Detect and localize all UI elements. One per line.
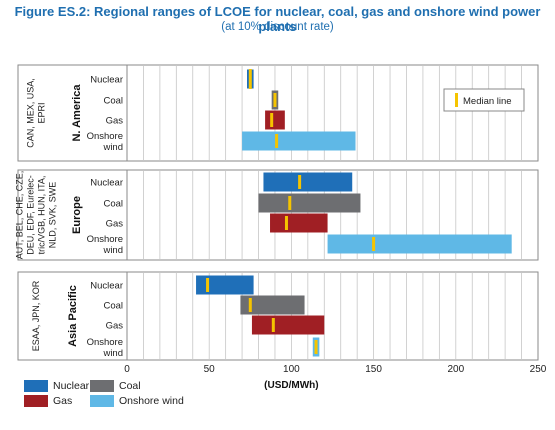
bar-label-onshore-wind: Onshore wind	[87, 131, 123, 153]
country-list-line: ESAA, JPN, KOR	[31, 280, 41, 351]
median-legend-box	[443, 88, 525, 112]
bar-label-line: Gas	[106, 219, 124, 230]
bar-label-line: Onshore	[87, 337, 123, 348]
bar-label-line: wind	[102, 348, 123, 359]
region-label-europe: Europe	[71, 196, 83, 234]
bar-label-gas: Gas	[106, 321, 124, 332]
bar-label-nuclear: Nuclear	[90, 75, 123, 86]
median-marker-n-america-gas	[270, 113, 274, 127]
country-list-line: DEU, EDF, Eurelec-	[26, 175, 36, 255]
median-marker-europe-gas	[284, 216, 288, 230]
bar-label-gas: Gas	[106, 219, 124, 230]
bar-label-line: Nuclear	[90, 75, 123, 86]
bar-label-nuclear: Nuclear	[90, 178, 123, 189]
range-bar-europe-coal	[258, 193, 361, 213]
median-marker-asia-pacific-nuclear	[206, 278, 210, 292]
median-marker-n-america-coal	[273, 93, 277, 107]
bar-label-line: Coal	[103, 301, 123, 312]
bar-label-line: Gas	[106, 116, 124, 127]
range-bar-asia-pacific-gas	[251, 315, 325, 335]
bar-label-line: Nuclear	[90, 178, 123, 189]
legend-swatch-coal	[90, 380, 114, 392]
region-label-asia-pacific: Asia Pacific	[67, 285, 79, 347]
range-bar-asia-pacific-coal	[240, 295, 305, 315]
bar-label-line: wind	[102, 142, 123, 153]
range-bar-europe-gas	[270, 213, 328, 233]
bar-label-nuclear: Nuclear	[90, 281, 123, 292]
legend-item-coal: Coal	[90, 380, 141, 392]
chart-title: Figure ES.2: Regional ranges of LCOE for…	[14, 4, 541, 34]
bar-label-coal: Coal	[103, 301, 123, 312]
bar-label-line: Nuclear	[90, 281, 123, 292]
bar-label-onshore-wind: Onshore wind	[87, 337, 123, 359]
x-tick-label: 100	[283, 364, 300, 375]
bar-label-line: Onshore	[87, 131, 123, 142]
country-list-line: EPRI	[37, 102, 47, 123]
legend-label-gas: Gas	[53, 395, 73, 407]
median-marker-europe-coal	[288, 196, 292, 210]
bar-label-line: Coal	[103, 199, 123, 210]
bar-label-line: Coal	[103, 96, 123, 107]
median-legend-swatch	[455, 93, 458, 107]
x-tick-label: 0	[124, 364, 130, 375]
range-bar-asia-pacific-nuclear	[196, 275, 254, 295]
chart-subtitle: (at 10% discount rate)	[221, 21, 334, 33]
legend-item-gas: Gas	[24, 395, 72, 407]
x-tick-label: 250	[530, 364, 547, 375]
country-list-asia-pacific: ESAA, JPN, KOR	[31, 280, 41, 351]
legend-label-nuclear: Nuclear	[53, 380, 90, 392]
legend-label-onshore-wind: Onshore wind	[119, 395, 184, 407]
range-bar-europe-onshore-wind	[327, 234, 512, 254]
median-legend-label: Median line	[463, 96, 512, 107]
median-marker-asia-pacific-gas	[271, 318, 275, 332]
region-label-n-america: N. America	[71, 84, 83, 142]
median-marker-n-america-nuclear	[248, 69, 252, 89]
x-axis-label: (USD/MWh)	[264, 380, 318, 391]
bar-label-line: wind	[102, 245, 123, 256]
country-list-line: NLD, SVK, SWE	[48, 182, 58, 249]
country-list-n-america: CAN, MEX, USA,EPRI	[26, 78, 47, 148]
x-tick-label: 150	[365, 364, 382, 375]
median-marker-asia-pacific-onshore-wind	[314, 340, 318, 354]
legend-item-onshore-wind: Onshore wind	[90, 395, 184, 407]
bar-label-coal: Coal	[103, 96, 123, 107]
legend-label-coal: Coal	[119, 380, 141, 392]
bar-label-coal: Coal	[103, 199, 123, 210]
bar-label-line: Gas	[106, 321, 124, 332]
country-list-line: AUT, BEL, CHE, CZE,	[15, 171, 25, 260]
bar-label-onshore-wind: Onshore wind	[87, 234, 123, 256]
range-bar-europe-nuclear	[263, 172, 353, 192]
legend-item-nuclear: Nuclear	[24, 380, 89, 392]
x-tick-label: 50	[204, 364, 216, 375]
country-list-europe: AUT, BEL, CHE, CZE,DEU, EDF, Eurelec-tri…	[15, 171, 58, 260]
bar-label-line: Onshore	[87, 234, 123, 245]
range-bar-n-america-gas	[265, 110, 285, 130]
legend-swatch-gas	[24, 395, 48, 407]
median-marker-asia-pacific-coal	[248, 298, 252, 312]
x-tick-label: 200	[447, 364, 464, 375]
country-list-line: tric/VGB, HUN, ITA,	[37, 176, 47, 255]
median-marker-europe-onshore-wind	[372, 237, 376, 251]
legend-swatch-onshore-wind	[90, 395, 114, 407]
country-list-line: CAN, MEX, USA,	[26, 78, 36, 148]
bar-label-gas: Gas	[106, 116, 124, 127]
range-bar-n-america-onshore-wind	[242, 131, 356, 151]
median-marker-n-america-onshore-wind	[275, 134, 279, 148]
median-marker-europe-nuclear	[298, 175, 302, 189]
legend-swatch-nuclear	[24, 380, 48, 392]
